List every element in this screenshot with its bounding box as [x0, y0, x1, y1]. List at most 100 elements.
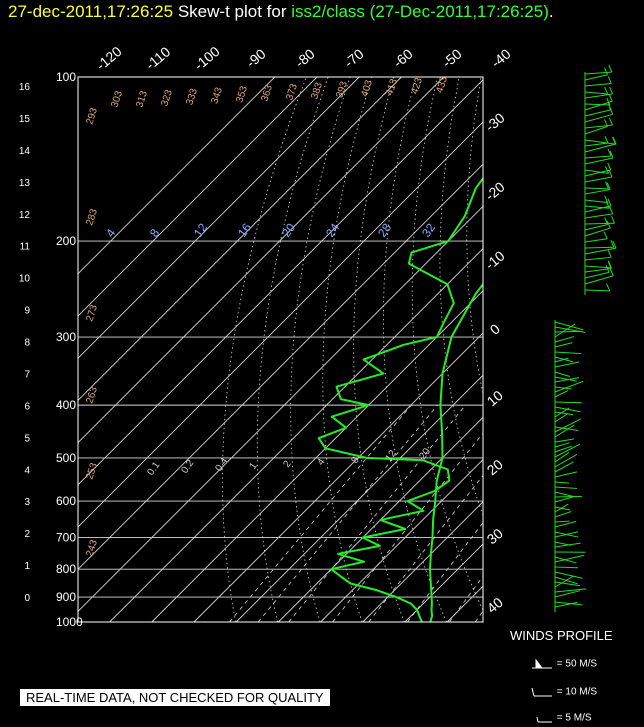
- wind-barb: [554, 445, 573, 453]
- wind-barb-feather: [606, 182, 611, 190]
- wind-barb: [554, 453, 578, 468]
- wind-barb-feather: [605, 201, 610, 209]
- wind-barb: [554, 380, 584, 393]
- dry-adiabat-label: 323: [159, 88, 175, 108]
- wind-barb-feather: [604, 67, 609, 75]
- height-label: 7: [24, 369, 30, 380]
- dry-adiabat: [353, 77, 405, 622]
- wind-barb-feather: [604, 86, 609, 95]
- temp-label-right: -10: [482, 247, 508, 272]
- wind-barb: [584, 142, 609, 147]
- wind-barb: [554, 452, 570, 463]
- dry-adiabat-label: 303: [109, 89, 125, 109]
- dry-adiabat-label: 263: [84, 385, 100, 405]
- wind-barb: [554, 351, 582, 355]
- dry-adiabat: [612, 77, 644, 622]
- isotherm: [78, 121, 483, 528]
- wind-barb-feather: [609, 150, 614, 159]
- height-label: 13: [19, 178, 31, 189]
- wind-barb: [554, 495, 582, 498]
- wind-barb: [554, 377, 580, 383]
- isotherm: [151, 290, 483, 622]
- wind-barb-feather: [612, 136, 616, 145]
- wind-barb: [584, 71, 612, 75]
- temp-label-top: -120: [93, 43, 125, 73]
- wind-barb-feather: [610, 240, 615, 248]
- wind-barb: [584, 109, 612, 117]
- wind-barb: [554, 503, 569, 513]
- wind-barb: [554, 321, 584, 331]
- temp-label-right: 40: [484, 594, 506, 616]
- dry-adiabat-label: 253: [84, 461, 100, 481]
- wind-barb: [584, 139, 617, 145]
- temp-label-top: -40: [488, 45, 514, 70]
- wind-barb: [584, 74, 608, 81]
- wind-barb: [554, 575, 575, 588]
- mixing-ratio-label: 4: [103, 226, 118, 240]
- pressure-label-900: 900: [56, 590, 76, 604]
- wind-barb-feather: [608, 117, 613, 126]
- mixing-ratio-line: [332, 432, 483, 622]
- wind-barb-feather: [606, 97, 611, 106]
- wind-barb-feather: [607, 148, 612, 157]
- dry-adiabat: [590, 77, 644, 622]
- mixing-ratio-label-lower: 8: [349, 454, 361, 465]
- dry-adiabat-label: 433: [434, 75, 450, 95]
- dewpoint-line: [317, 176, 483, 622]
- pressure-label-500: 500: [56, 451, 76, 465]
- wind-barb: [584, 93, 613, 99]
- wind-barb-feather: [604, 119, 608, 127]
- dry-adiabat-label: 383: [309, 81, 325, 101]
- plot-title-prefix: Skew-t plot for: [177, 2, 287, 21]
- temp-label-top: -80: [292, 45, 318, 70]
- height-label: 1: [24, 561, 30, 572]
- wind-barb: [554, 461, 574, 473]
- temp-label-right: -20: [482, 178, 508, 203]
- wind-profile: [554, 64, 617, 612]
- isotherm: [78, 77, 360, 359]
- dry-adiabat-label: 343: [209, 86, 225, 106]
- wind-barb-feather: [604, 217, 609, 225]
- legend-10ms: = 10 M/S: [530, 686, 597, 698]
- mixing-ratio-label: 12: [191, 220, 210, 239]
- wind-barb-feather: [605, 265, 610, 273]
- mixing-ratio-line: [288, 404, 466, 622]
- barb-10-icon: [531, 687, 552, 697]
- height-label: 16: [19, 82, 31, 93]
- wind-barb: [554, 438, 574, 443]
- height-label: 9: [24, 306, 30, 317]
- winds-profile-title: WINDS PROFILE: [510, 628, 613, 643]
- mixing-ratio-label: 32: [419, 220, 438, 239]
- mixing-ratio-label-lower: 2: [281, 458, 293, 469]
- dry-adiabat: [634, 77, 644, 622]
- dry-adiabat-label: 403: [359, 78, 375, 98]
- wind-barb-feather: [608, 64, 613, 73]
- wind-barb: [584, 91, 608, 95]
- wind-barb-feather: [606, 220, 611, 229]
- dry-adiabat-label: 273: [84, 303, 100, 323]
- isotherm: [78, 79, 483, 486]
- dry-adiabat-label: 313: [134, 89, 150, 109]
- temp-label-top: -60: [390, 45, 416, 70]
- wind-barb-feather: [612, 240, 617, 249]
- dry-adiabat-label: 283: [84, 207, 100, 227]
- wind-barb: [584, 246, 614, 249]
- plot-frame: [77, 76, 484, 623]
- height-label: 12: [19, 210, 31, 221]
- wind-barb: [584, 169, 611, 177]
- mixing-ratio-label-lower: 1: [247, 460, 259, 471]
- wind-barb-feather: [607, 76, 612, 84]
- mixing-ratio-label-lower: 4: [315, 456, 327, 467]
- dry-adiabat-label: 363: [259, 83, 275, 103]
- wind-barb: [554, 386, 572, 390]
- wind-barb: [584, 176, 613, 183]
- wind-barb-feather: [605, 166, 609, 174]
- dry-adiabat: [567, 77, 644, 622]
- wind-barb: [554, 506, 571, 511]
- isotherm: [446, 585, 483, 622]
- wind-barb: [554, 588, 587, 593]
- wind-barb: [584, 224, 608, 231]
- wind-barb: [584, 205, 610, 209]
- dry-adiabat-label: 423: [409, 76, 425, 96]
- plot-title: 27-dec-2011,17:26:25 Skew-t plot for iss…: [8, 2, 554, 22]
